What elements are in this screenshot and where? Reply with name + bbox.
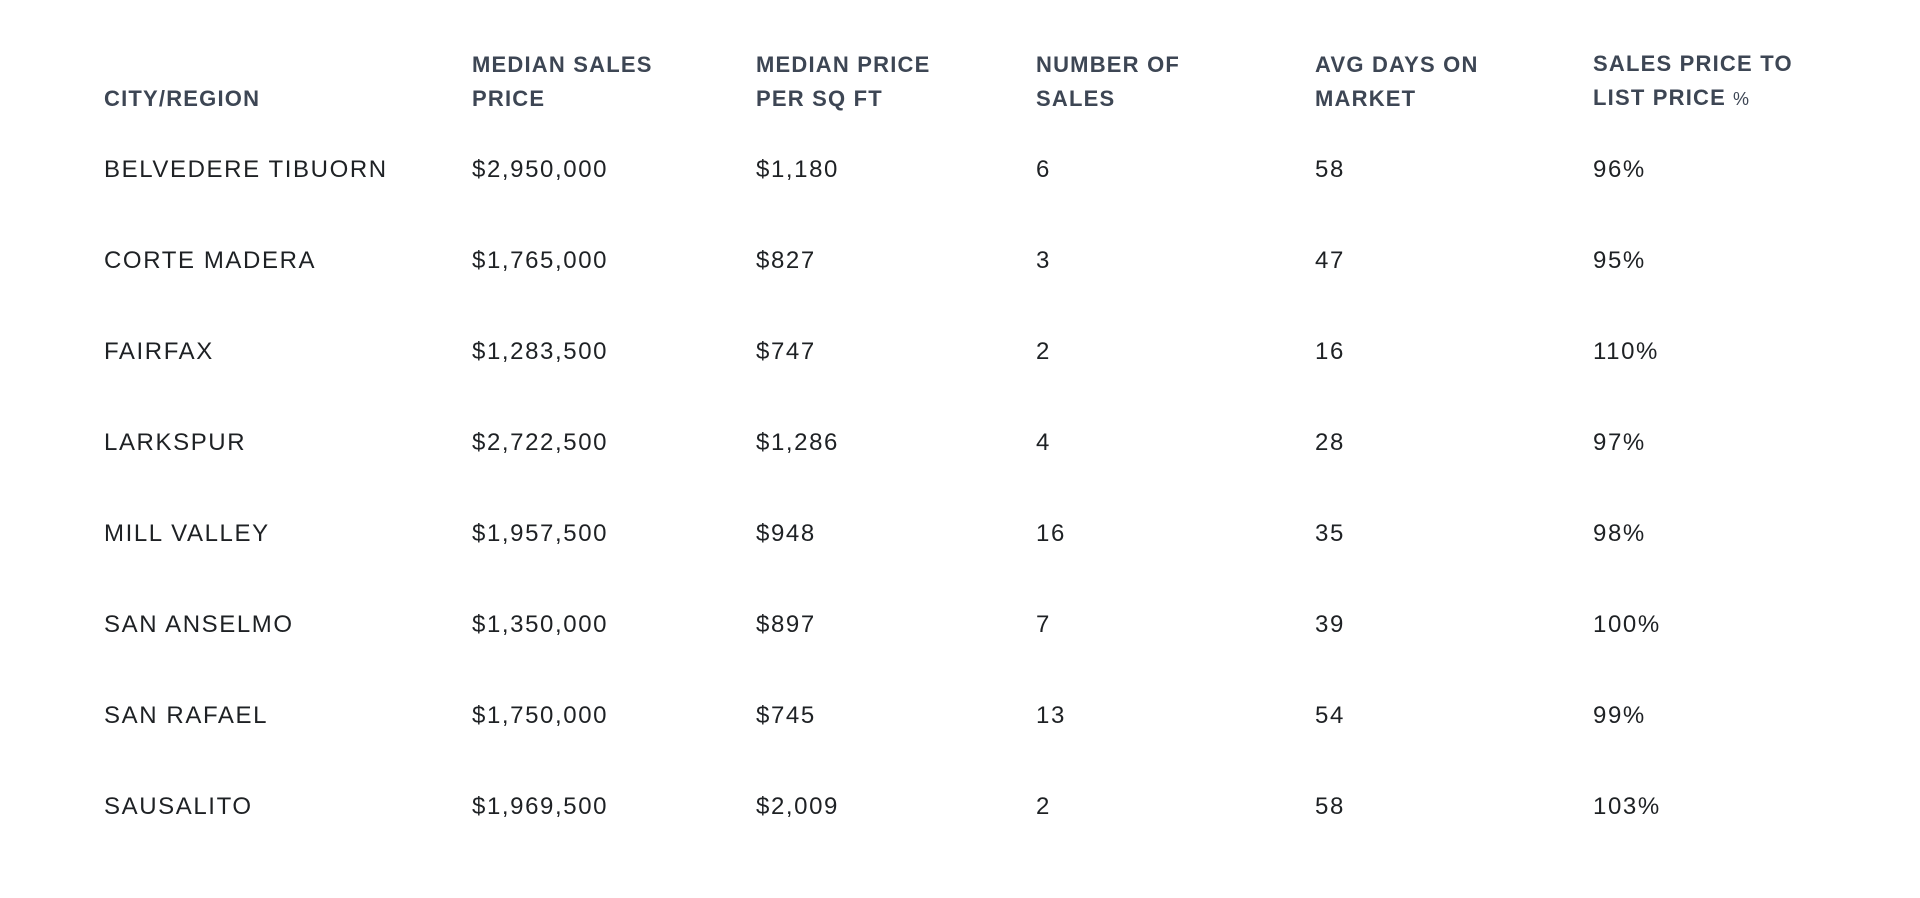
cell-avg-days-on-market: 35 bbox=[1315, 519, 1345, 547]
table-row: LARKSPUR $2,722,500 $1,286 4 28 97% bbox=[104, 397, 1914, 488]
cell-avg-days-on-market: 16 bbox=[1315, 337, 1345, 365]
table-row: MILL VALLEY $1,957,500 $948 16 35 98% bbox=[104, 488, 1914, 579]
cell-city: BELVEDERE TIBUORN bbox=[104, 155, 388, 183]
column-header-sales-price-to-list-price: SALES PRICE TO LIST PRICE% bbox=[1593, 47, 1914, 116]
cell-number-of-sales: 6 bbox=[1036, 155, 1051, 183]
table-row: CORTE MADERA $1,765,000 $827 3 47 95% bbox=[104, 215, 1914, 306]
column-header-median-price-per-sq-ft: MEDIAN PRICE PER SQ FT bbox=[756, 52, 931, 111]
table-row: SAUSALITO $1,969,500 $2,009 2 58 103% bbox=[104, 761, 1914, 852]
column-header-number-of-sales: NUMBER OF SALES bbox=[1036, 52, 1181, 111]
cell-median-price-per-sq-ft: $1,180 bbox=[756, 155, 840, 183]
cell-sales-price-to-list-price: 99% bbox=[1593, 701, 1646, 729]
column-header-avg-days-on-market: AVG DAYS ON MARKET bbox=[1315, 52, 1479, 111]
cell-number-of-sales: 13 bbox=[1036, 701, 1066, 729]
cell-median-price-per-sq-ft: $745 bbox=[756, 701, 816, 729]
cell-sales-price-to-list-price: 100% bbox=[1593, 610, 1661, 638]
cell-median-price-per-sq-ft: $948 bbox=[756, 519, 816, 547]
cell-number-of-sales: 7 bbox=[1036, 610, 1051, 638]
cell-median-price-per-sq-ft: $827 bbox=[756, 246, 816, 274]
cell-median-sales-price: $1,957,500 bbox=[472, 519, 609, 547]
cell-city: LARKSPUR bbox=[104, 428, 247, 456]
cell-number-of-sales: 2 bbox=[1036, 792, 1051, 820]
cell-number-of-sales: 16 bbox=[1036, 519, 1066, 547]
cell-sales-price-to-list-price: 103% bbox=[1593, 792, 1661, 820]
cell-sales-price-to-list-price: 95% bbox=[1593, 246, 1646, 274]
percent-suffix: % bbox=[1733, 89, 1750, 109]
cell-median-sales-price: $1,350,000 bbox=[472, 610, 609, 638]
cell-city: MILL VALLEY bbox=[104, 519, 270, 547]
sales-price-to-list-price-label: SALES PRICE TO LIST PRICE bbox=[1593, 51, 1793, 110]
table-row: SAN ANSELMO $1,350,000 $897 7 39 100% bbox=[104, 579, 1914, 670]
cell-avg-days-on-market: 58 bbox=[1315, 155, 1345, 183]
cell-avg-days-on-market: 47 bbox=[1315, 246, 1345, 274]
cell-number-of-sales: 3 bbox=[1036, 246, 1051, 274]
cell-city: SAN ANSELMO bbox=[104, 610, 294, 638]
cell-median-sales-price: $2,722,500 bbox=[472, 428, 609, 456]
column-header-city-region: CITY/REGION bbox=[104, 86, 261, 111]
cell-sales-price-to-list-price: 96% bbox=[1593, 155, 1646, 183]
cell-median-price-per-sq-ft: $747 bbox=[756, 337, 816, 365]
cell-median-sales-price: $2,950,000 bbox=[472, 155, 609, 183]
cell-median-price-per-sq-ft: $1,286 bbox=[756, 428, 840, 456]
cell-median-sales-price: $1,765,000 bbox=[472, 246, 609, 274]
cell-sales-price-to-list-price: 110% bbox=[1593, 337, 1660, 365]
market-stats-table: CITY/REGION MEDIAN SALES PRICE MEDIAN PR… bbox=[104, 44, 1914, 852]
cell-city: FAIRFAX bbox=[104, 337, 214, 365]
cell-median-sales-price: $1,283,500 bbox=[472, 337, 609, 365]
cell-city: CORTE MADERA bbox=[104, 246, 317, 274]
column-header-median-sales-price: MEDIAN SALES PRICE bbox=[472, 52, 653, 111]
cell-median-price-per-sq-ft: $897 bbox=[756, 610, 816, 638]
cell-median-price-per-sq-ft: $2,009 bbox=[756, 792, 840, 820]
table-row: BELVEDERE TIBUORN $2,950,000 $1,180 6 58… bbox=[104, 124, 1914, 215]
cell-avg-days-on-market: 58 bbox=[1315, 792, 1345, 820]
cell-avg-days-on-market: 39 bbox=[1315, 610, 1345, 638]
cell-median-sales-price: $1,750,000 bbox=[472, 701, 609, 729]
cell-avg-days-on-market: 54 bbox=[1315, 701, 1345, 729]
cell-city: SAN RAFAEL bbox=[104, 701, 269, 729]
cell-avg-days-on-market: 28 bbox=[1315, 428, 1345, 456]
cell-median-sales-price: $1,969,500 bbox=[472, 792, 609, 820]
cell-number-of-sales: 2 bbox=[1036, 337, 1051, 365]
table-row: SAN RAFAEL $1,750,000 $745 13 54 99% bbox=[104, 670, 1914, 761]
cell-sales-price-to-list-price: 97% bbox=[1593, 428, 1646, 456]
cell-city: SAUSALITO bbox=[104, 792, 253, 820]
table-row: FAIRFAX $1,283,500 $747 2 16 110% bbox=[104, 306, 1914, 397]
table-header-row: CITY/REGION MEDIAN SALES PRICE MEDIAN PR… bbox=[104, 44, 1914, 116]
cell-sales-price-to-list-price: 98% bbox=[1593, 519, 1646, 547]
cell-number-of-sales: 4 bbox=[1036, 428, 1051, 456]
